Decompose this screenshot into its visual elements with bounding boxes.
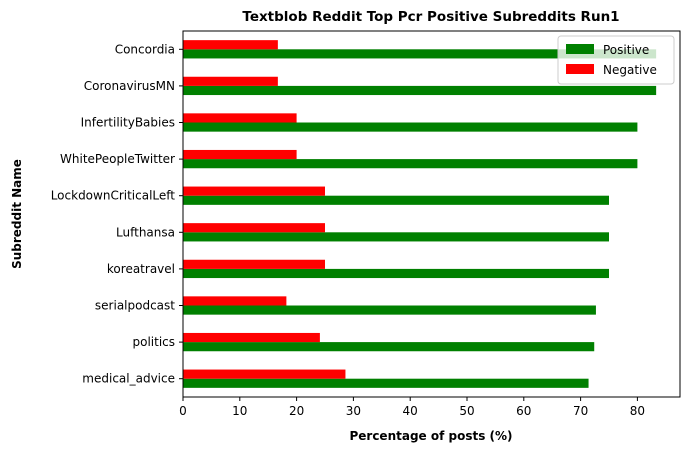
bar-negative (183, 332, 320, 343)
y-tick-label: WhitePeopleTwitter (60, 152, 175, 166)
bar-positive (183, 268, 609, 279)
y-tick-label: InfertilityBabies (81, 116, 175, 130)
bar-negative (183, 40, 278, 50)
bar-negative (183, 369, 346, 379)
bar-negative (183, 259, 325, 269)
y-axis-title: Subreddit Name (10, 159, 24, 269)
x-tick-label: 0 (179, 404, 187, 418)
y-tick-label: medical_advice (82, 372, 175, 386)
x-tick-label: 50 (459, 404, 474, 418)
y-tick-label: politics (132, 335, 175, 349)
chart-title: Textblob Reddit Top Pcr Positive Subredd… (242, 9, 619, 25)
bar-positive (183, 232, 609, 242)
legend-label-negative: Negative (603, 63, 657, 77)
bar-negative (183, 113, 297, 123)
plot-frame (182, 30, 681, 398)
bar-positive (183, 305, 596, 315)
x-tick-label: 60 (516, 404, 531, 418)
x-tick-label: 70 (573, 404, 588, 418)
legend-label-positive: Positive (603, 43, 649, 57)
bar-negative (183, 76, 278, 86)
x-tick-label: 80 (630, 404, 645, 418)
y-axis: Concordia CoronavirusMN InfertilityBabies W… (51, 42, 183, 386)
x-axis-title: Percentage of posts (%) (349, 429, 512, 443)
bar-positive (183, 49, 657, 59)
x-axis: 0 10 20 30 40 50 60 70 80 (179, 397, 645, 418)
y-tick-label: CoronavirusMN (84, 79, 175, 93)
bar-negative (183, 149, 297, 160)
bar-positive (183, 122, 638, 132)
legend-swatch-positive (566, 44, 594, 54)
x-tick-label: 40 (403, 404, 418, 418)
y-tick-label: serialpodcast (95, 299, 175, 313)
bar-negative (183, 296, 287, 306)
legend: Positive Negative (557, 35, 675, 85)
bar-negative (183, 223, 325, 233)
y-tick-label: Lufthansa (116, 225, 175, 239)
y-tick-label: LockdownCriticalLeft (51, 189, 176, 203)
y-tick-label: koreatravel (107, 262, 175, 276)
y-tick-label: Concordia (115, 42, 175, 56)
x-tick-label: 10 (232, 404, 247, 418)
x-tick-label: 20 (289, 404, 304, 418)
x-tick-label: 30 (346, 404, 361, 418)
bar-positive (183, 159, 638, 169)
bar-negative (183, 186, 325, 196)
bar-positive (183, 195, 609, 205)
bar-positive (183, 378, 589, 388)
bars-group (183, 40, 657, 388)
legend-swatch-negative (566, 64, 594, 74)
bar-positive (183, 85, 657, 96)
bar-positive (183, 342, 595, 352)
